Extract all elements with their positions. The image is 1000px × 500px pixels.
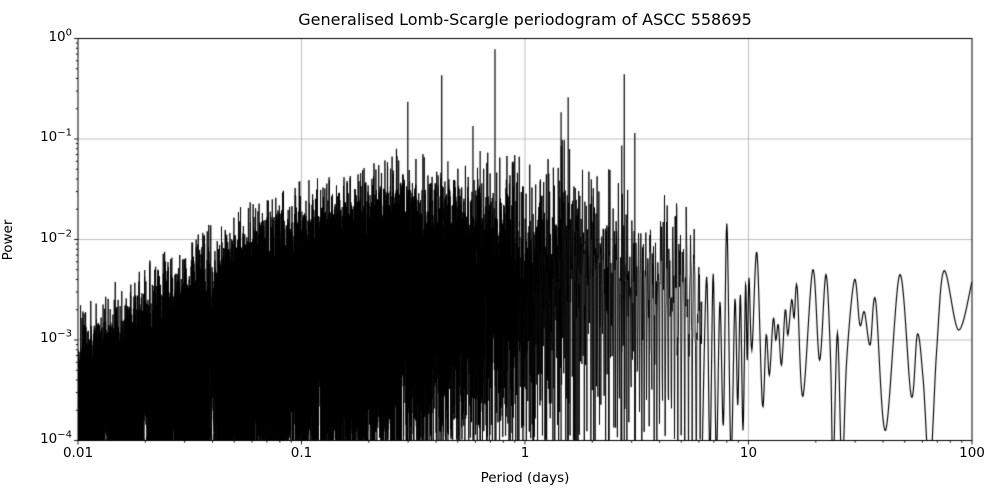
- x-axis-label: Period (days): [480, 470, 570, 486]
- y-tick-label: 10−1: [40, 127, 72, 145]
- x-tick-label: 0.01: [62, 445, 94, 461]
- x-tick-label: 1: [520, 445, 530, 461]
- x-tick-label: 0.1: [290, 445, 313, 461]
- x-tick-label: 100: [959, 445, 985, 461]
- y-axis-label: Power: [0, 219, 16, 261]
- chart-title: Generalised Lomb-Scargle periodogram of …: [298, 10, 752, 29]
- y-tick-label: 10−2: [40, 228, 72, 246]
- y-tick-label: 10−4: [40, 429, 72, 447]
- x-tick-label: 10: [739, 445, 758, 461]
- y-tick-label: 100: [48, 27, 72, 45]
- y-tick-label: 10−3: [40, 328, 72, 346]
